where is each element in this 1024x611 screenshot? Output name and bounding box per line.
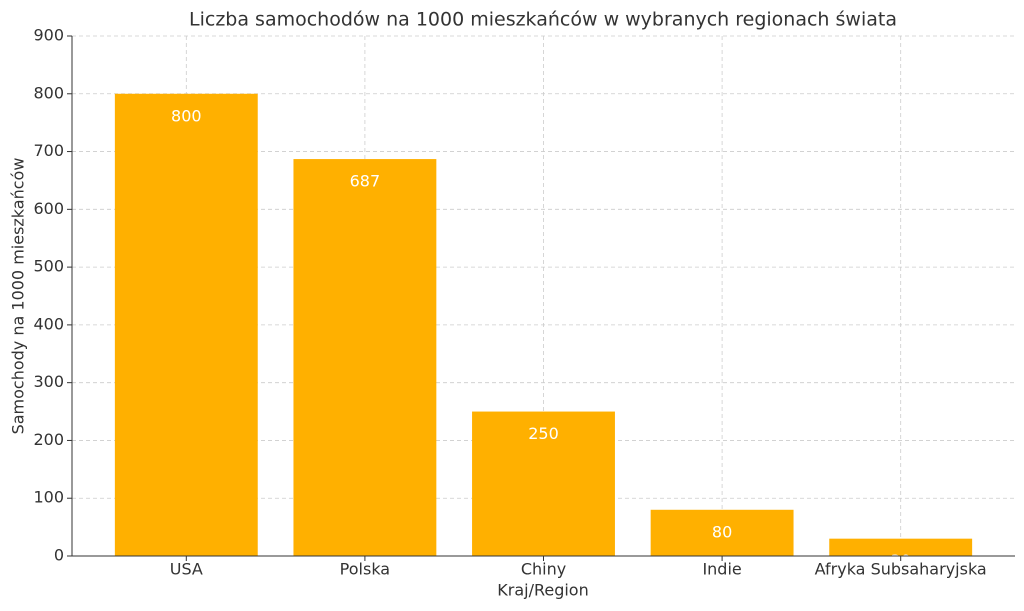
y-tick-label: 900	[33, 26, 64, 45]
y-tick-label: 100	[33, 488, 64, 507]
y-tick-label: 500	[33, 257, 64, 276]
bar	[293, 159, 437, 557]
x-tick-label: USA	[170, 560, 203, 579]
y-axis-label: Samochody na 1000 mieszkańców	[9, 158, 28, 435]
x-axis-label: Kraj/Region	[497, 581, 588, 600]
value-label: 250	[528, 424, 559, 443]
bar	[650, 509, 794, 556]
bar	[114, 93, 258, 557]
value-label: 687	[350, 172, 381, 191]
y-tick-label: 700	[33, 141, 64, 160]
chart-title: Liczba samochodów na 1000 mieszkańców w …	[189, 9, 897, 31]
y-tick-label: 300	[33, 372, 64, 391]
y-tick-label: 400	[33, 314, 64, 333]
x-tick-label: Afryka Subsaharyjska	[815, 560, 987, 579]
value-label: 80	[712, 522, 732, 541]
bar	[472, 411, 615, 556]
bar	[829, 538, 973, 556]
y-tick-label: 800	[33, 83, 64, 102]
x-tick-label: Polska	[340, 560, 390, 579]
y-tick-label: 600	[33, 199, 64, 218]
y-tick-label: 0	[54, 546, 64, 565]
x-tick-label: Chiny	[521, 560, 566, 579]
value-label: 800	[171, 106, 202, 125]
y-tick-label: 200	[33, 430, 64, 449]
x-tick-label: Indie	[702, 560, 741, 579]
